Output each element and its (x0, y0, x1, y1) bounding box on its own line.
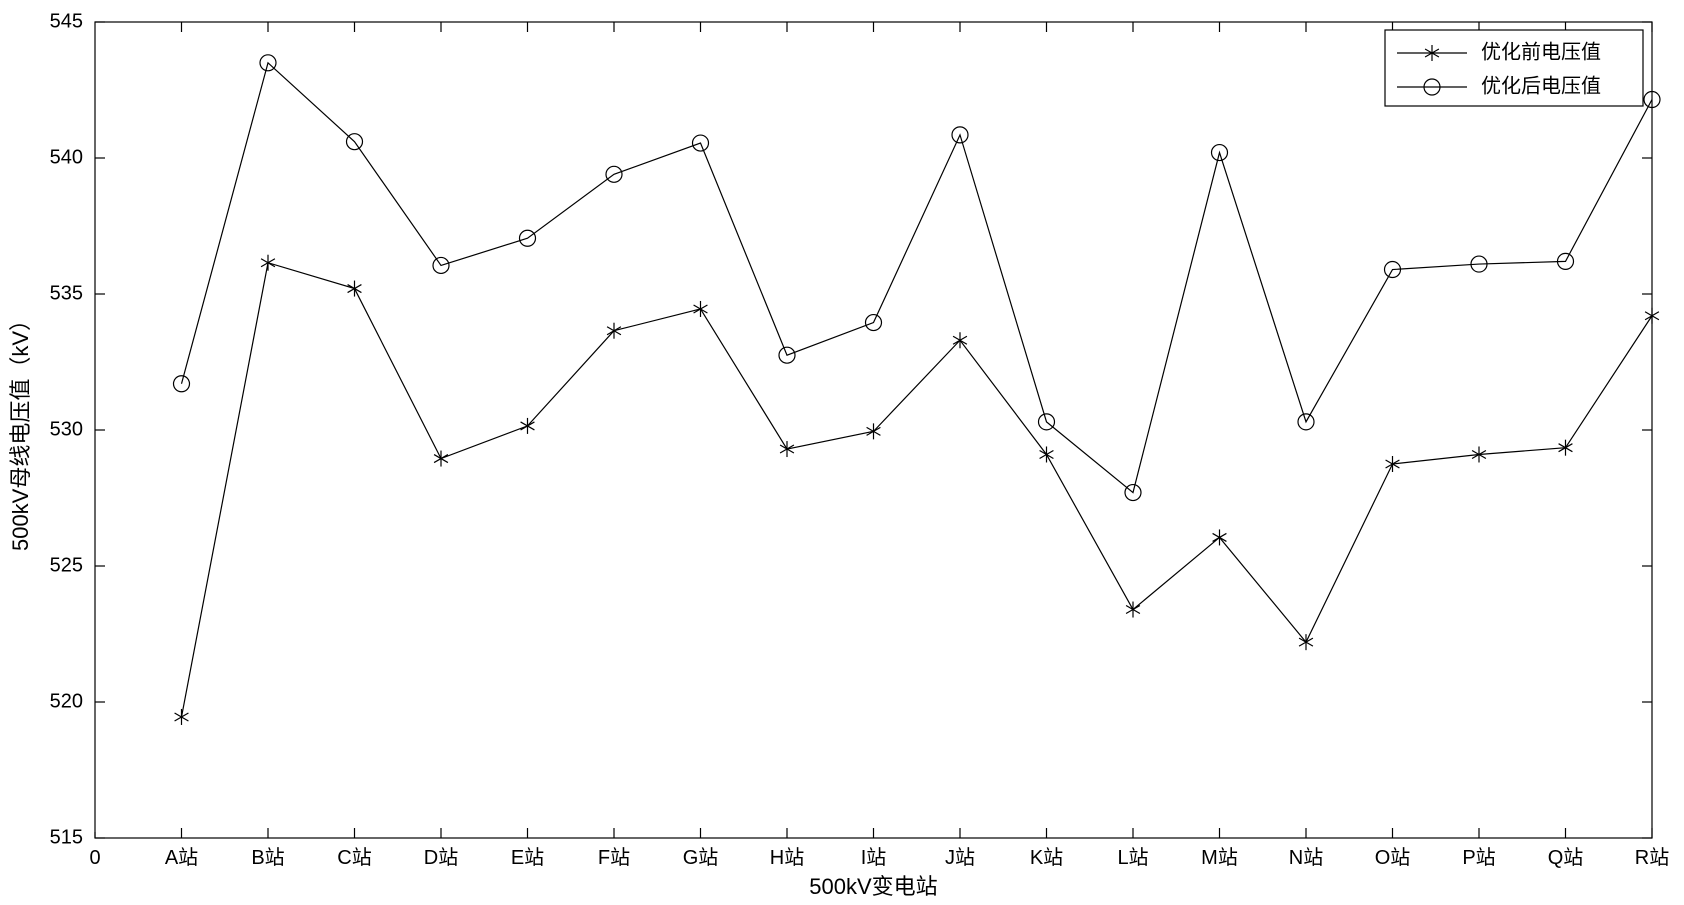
y-tick-label: 545 (50, 10, 83, 32)
x-tick-label: N站 (1289, 846, 1323, 869)
voltage-line-chart: 515 520 525 530 535 540 545 0 A站 B站 C站 D站 E站 F站 G站 H站 I站… (0, 0, 1684, 905)
y-tick-label: 520 (50, 690, 83, 712)
y-tick-label: 530 (50, 418, 83, 440)
x-tick-label: Q站 (1548, 846, 1584, 869)
x-tick-label: I站 (861, 846, 887, 869)
x-tick-label: P站 (1462, 846, 1495, 869)
chart-background (0, 0, 1684, 905)
chart-container: 515 520 525 530 535 540 545 0 A站 B站 C站 D站 E站 F站 G站 H站 I站… (0, 0, 1684, 905)
x-tick-label: C站 (337, 846, 371, 869)
y-tick-label: 525 (50, 554, 83, 576)
x-tick-label: O站 (1375, 846, 1411, 869)
x-tick-label: K站 (1030, 846, 1063, 869)
x-tick-label: H站 (770, 846, 804, 869)
x-tick-label: M站 (1201, 846, 1238, 869)
x-tick-label: R站 (1635, 846, 1669, 869)
x-tick-label: D站 (424, 846, 458, 869)
y-tick-label: 515 (50, 826, 83, 848)
x-tick-label: G站 (683, 846, 719, 869)
x-tick-label: F站 (598, 846, 630, 869)
x-tick-label: A站 (165, 846, 198, 869)
x-tick-label: J站 (945, 846, 975, 869)
y-axis-title: 500kV母线电压值（kV） (8, 309, 33, 551)
y-tick-label: 540 (50, 146, 83, 168)
x-tick-label: B站 (251, 846, 284, 869)
legend-label: 优化前电压值 (1481, 40, 1601, 63)
x-axis-title: 500kV变电站 (809, 874, 937, 899)
y-tick-label: 535 (50, 282, 83, 304)
legend-label: 优化后电压值 (1481, 74, 1601, 97)
x-tick-label: E站 (511, 846, 544, 869)
x-tick-label: L站 (1117, 846, 1148, 869)
x-tick-label-zero: 0 (89, 847, 100, 869)
legend: 优化前电压值优化后电压值 (1385, 30, 1643, 106)
